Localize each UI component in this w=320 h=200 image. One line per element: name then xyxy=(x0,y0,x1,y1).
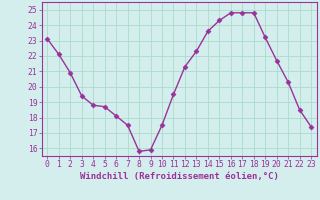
X-axis label: Windchill (Refroidissement éolien,°C): Windchill (Refroidissement éolien,°C) xyxy=(80,172,279,181)
